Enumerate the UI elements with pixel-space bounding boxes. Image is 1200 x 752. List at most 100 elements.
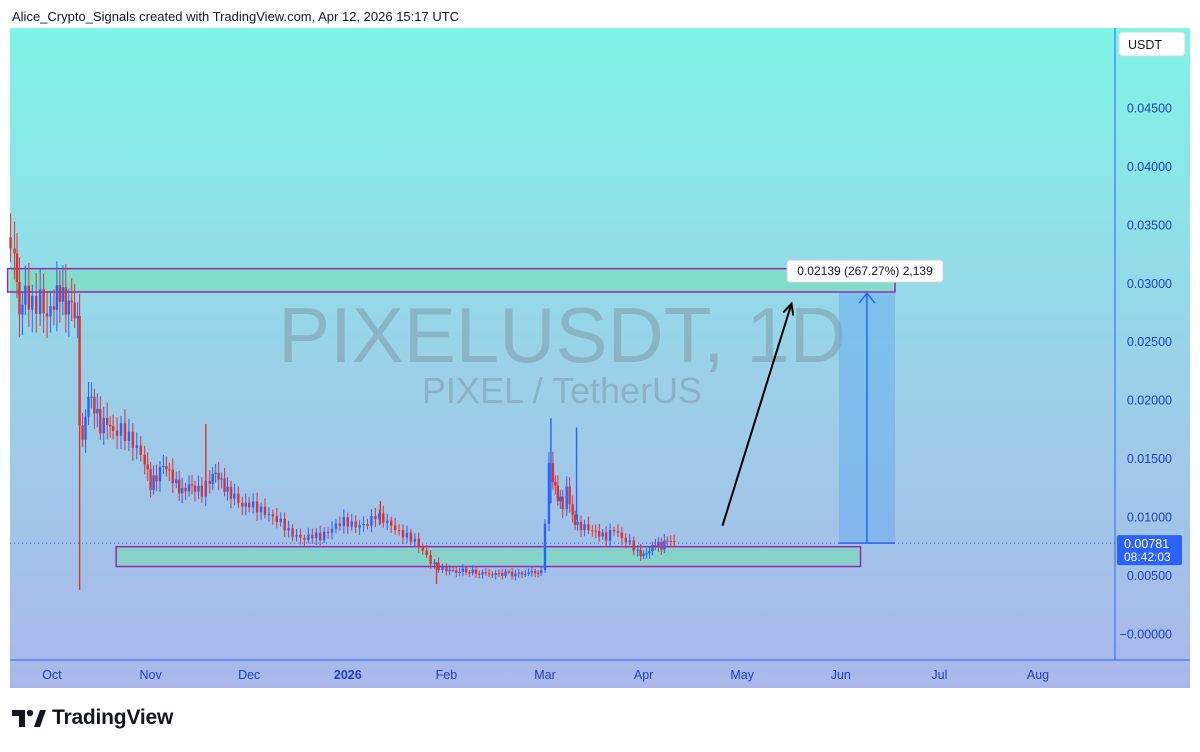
candle-body bbox=[464, 568, 468, 573]
candle-body bbox=[559, 496, 562, 502]
candle-body bbox=[283, 518, 286, 531]
candle-body bbox=[660, 541, 663, 550]
x-tick-label: Apr bbox=[634, 668, 653, 682]
x-tick-label: Nov bbox=[139, 668, 162, 682]
candle-body bbox=[208, 480, 211, 484]
candle-body bbox=[354, 521, 357, 528]
candle-body bbox=[180, 487, 184, 494]
chart-background bbox=[10, 28, 1190, 688]
candle-body bbox=[70, 300, 73, 303]
candle-body bbox=[405, 532, 409, 538]
candle-body bbox=[217, 472, 220, 480]
candle-body bbox=[76, 316, 79, 319]
candle-body bbox=[326, 531, 330, 533]
candle-body bbox=[229, 486, 233, 499]
candle-body bbox=[90, 396, 93, 398]
candle-body bbox=[536, 573, 540, 575]
candle-body bbox=[73, 302, 76, 319]
candle-body bbox=[259, 506, 263, 513]
candle-body bbox=[393, 525, 397, 531]
candle-body bbox=[55, 285, 59, 310]
candle-body bbox=[417, 538, 420, 547]
candle-body bbox=[214, 472, 217, 474]
candle-body bbox=[35, 295, 38, 314]
candle-body bbox=[220, 478, 223, 480]
candle-body bbox=[330, 528, 334, 533]
x-tick-label: Jul bbox=[931, 668, 947, 682]
candle-body bbox=[666, 540, 669, 542]
candle-body bbox=[299, 534, 302, 538]
candle-body bbox=[551, 463, 555, 483]
x-tick-label: Feb bbox=[436, 668, 458, 682]
last-price-tag bbox=[1117, 535, 1182, 566]
candle-body bbox=[338, 523, 342, 527]
candle-body bbox=[591, 530, 594, 532]
candle-body bbox=[616, 531, 620, 533]
candle-body bbox=[45, 313, 49, 317]
trend-arrow-line bbox=[721, 303, 793, 526]
candle-body bbox=[437, 562, 440, 571]
candle-body bbox=[108, 424, 112, 427]
candle-body bbox=[604, 532, 608, 541]
candle-body bbox=[524, 574, 527, 576]
candle-body bbox=[255, 501, 259, 513]
candle-body bbox=[429, 555, 432, 564]
measure-label-box bbox=[786, 259, 944, 283]
candle-body bbox=[21, 304, 24, 315]
candle-body bbox=[487, 573, 491, 575]
tradingview-brand: TradingView bbox=[52, 706, 174, 729]
candle-body bbox=[517, 572, 520, 574]
candle-body bbox=[358, 525, 361, 528]
candle-body bbox=[608, 529, 612, 541]
candle-body bbox=[52, 306, 56, 310]
candle-body bbox=[165, 466, 168, 470]
currency-label: USDT bbox=[1128, 38, 1162, 52]
candle-body bbox=[539, 570, 543, 574]
candle-body bbox=[491, 574, 494, 576]
trend-arrow-head bbox=[782, 301, 795, 316]
candle-body bbox=[587, 524, 590, 531]
tradingview-logo[interactable]: TradingView bbox=[12, 705, 173, 731]
candle-body bbox=[471, 569, 474, 573]
candle-body bbox=[291, 528, 294, 537]
candle-body bbox=[275, 516, 279, 522]
candle-body bbox=[190, 484, 194, 486]
candle-body bbox=[527, 572, 530, 575]
y-tick-label: 0.01500 bbox=[1127, 452, 1172, 466]
y-tick-label: 0.04000 bbox=[1127, 160, 1172, 174]
candle-body bbox=[123, 423, 127, 441]
candle-body bbox=[102, 417, 105, 434]
candle-body bbox=[175, 479, 178, 484]
candle-body bbox=[636, 549, 639, 551]
candle-body bbox=[598, 530, 601, 537]
candle-body bbox=[370, 515, 373, 526]
candle-body bbox=[318, 532, 322, 541]
candle-body bbox=[594, 530, 597, 532]
candle-body bbox=[271, 514, 275, 517]
candle-body bbox=[501, 573, 504, 576]
candle-body bbox=[177, 479, 181, 494]
candle-body bbox=[311, 534, 314, 539]
tradingview-logo-icon bbox=[12, 709, 46, 727]
candle-body bbox=[669, 540, 672, 542]
y-tick-label: 0.01000 bbox=[1127, 510, 1172, 524]
candle-body bbox=[573, 514, 577, 525]
candle-body bbox=[15, 253, 19, 282]
candle-body bbox=[632, 540, 635, 551]
candle-body bbox=[547, 463, 551, 524]
candle-body bbox=[233, 493, 236, 499]
candle-body bbox=[458, 571, 461, 573]
candle-body bbox=[425, 550, 428, 556]
pair-watermark: PIXEL / TetherUS bbox=[422, 370, 702, 411]
candle-body bbox=[168, 469, 171, 471]
last-price-value: 0.00781 bbox=[1124, 537, 1169, 551]
candle-body bbox=[494, 573, 497, 576]
candle-body bbox=[84, 416, 87, 440]
candle-body bbox=[576, 521, 579, 525]
candle-body bbox=[267, 514, 271, 516]
candle-body bbox=[624, 537, 628, 543]
x-tick-label: Mar bbox=[534, 668, 556, 682]
y-tick-label: 0.00500 bbox=[1127, 569, 1172, 583]
